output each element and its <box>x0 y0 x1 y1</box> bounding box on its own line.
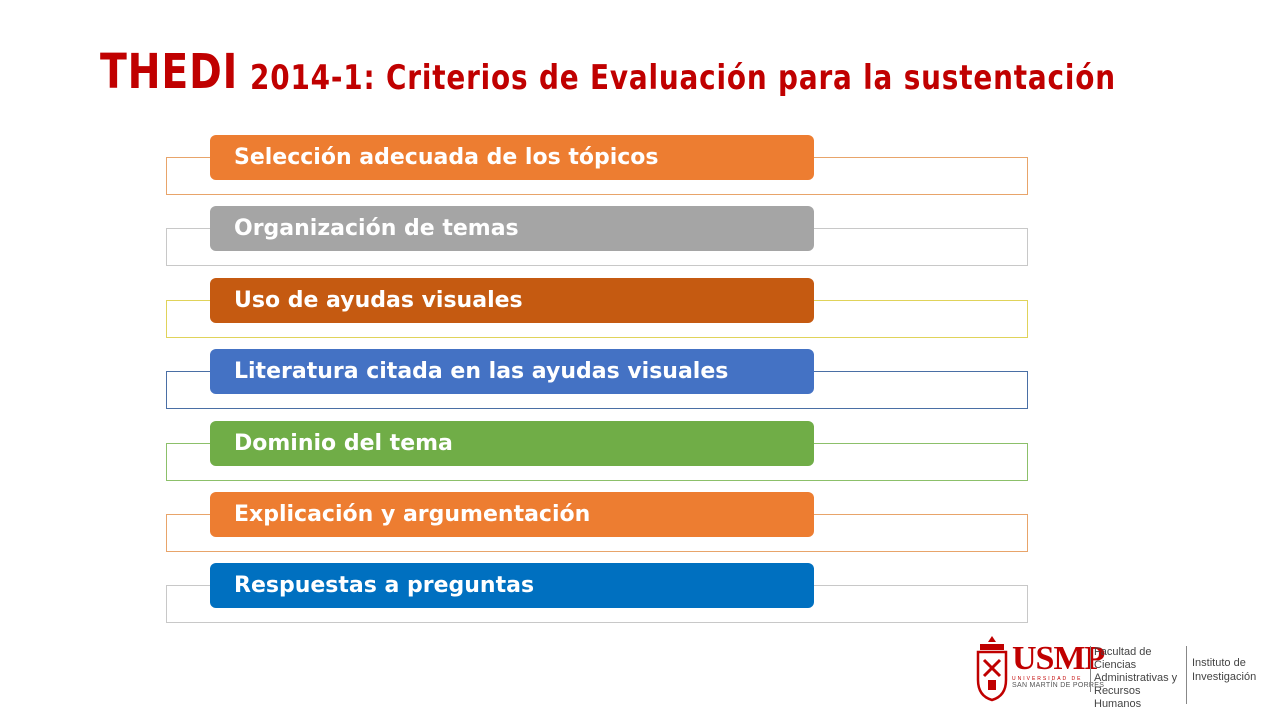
title-rest: 2014-1: Criterios de Evaluación para la … <box>250 58 1116 98</box>
criteria-label: Uso de ayudas visuales <box>210 277 814 323</box>
criteria-label: Organización de temas <box>210 206 814 252</box>
usmp-logo: USMP UNIVERSIDAD DE SAN MARTÍN DE PORRES… <box>974 632 1256 710</box>
criteria-item: Dominio del tema <box>166 420 1196 481</box>
criteria-item: Organización de temas <box>166 206 1196 267</box>
logo-university: SAN MARTÍN DE PORRES <box>1012 682 1105 689</box>
criteria-label: Explicación y argumentación <box>210 492 814 537</box>
title-prefix: THEDI <box>100 44 239 100</box>
logo-institute: Instituto de Investigación <box>1192 657 1257 683</box>
logo-name: USMP <box>1012 640 1105 677</box>
divider <box>1186 646 1187 704</box>
logo-faculty: Facultad de Ciencias Administrativas y R… <box>1094 646 1178 710</box>
logo-university-top: UNIVERSIDAD DE <box>1012 676 1083 682</box>
slide-title: THEDI 2014-1: Criterios de Evaluación pa… <box>100 44 1115 100</box>
divider <box>1090 646 1091 692</box>
criteria-label: Selección adecuada de los tópicos <box>210 135 814 180</box>
criteria-label: Literatura citada en las ayudas visuales <box>210 349 814 395</box>
criteria-label: Respuestas a preguntas <box>210 563 814 609</box>
criteria-item: Uso de ayudas visuales <box>166 277 1196 338</box>
crest-icon <box>976 636 1008 702</box>
criteria-item: Respuestas a preguntas <box>166 563 1196 624</box>
criteria-item: Selección adecuada de los tópicos <box>166 135 1196 195</box>
criteria-item: Explicación y argumentación <box>166 492 1196 552</box>
criteria-item: Literatura citada en las ayudas visuales <box>166 349 1196 410</box>
criteria-label: Dominio del tema <box>210 420 814 466</box>
